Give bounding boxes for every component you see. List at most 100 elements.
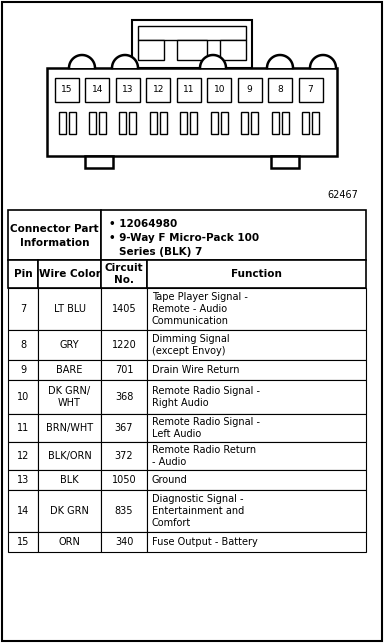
Bar — [38, 360, 101, 380]
Bar — [47, 68, 337, 156]
Text: • 12064980: • 12064980 — [109, 219, 177, 229]
Text: Remote Radio Signal -
Left Audio: Remote Radio Signal - Left Audio — [152, 417, 260, 439]
Polygon shape — [112, 55, 138, 68]
Bar — [8, 532, 38, 552]
Text: • 9-Way F Micro-Pack 100: • 9-Way F Micro-Pack 100 — [109, 233, 259, 243]
Bar — [101, 532, 147, 552]
Bar — [147, 490, 366, 532]
Text: GRY: GRY — [60, 340, 79, 350]
Text: Connector Part: Connector Part — [10, 224, 99, 234]
Text: 340: 340 — [115, 537, 133, 547]
Bar — [221, 112, 228, 134]
Bar — [238, 78, 262, 102]
Bar — [302, 112, 309, 134]
Text: Wire Color: Wire Color — [38, 269, 101, 279]
Text: 14: 14 — [92, 86, 103, 95]
Text: 372: 372 — [115, 451, 133, 461]
Text: 11: 11 — [17, 423, 29, 433]
Text: ORN: ORN — [59, 537, 80, 547]
Bar — [211, 112, 218, 134]
Bar — [8, 210, 101, 260]
Text: Drain Wire Return: Drain Wire Return — [152, 365, 240, 375]
Bar — [147, 330, 366, 360]
Text: 12: 12 — [153, 86, 164, 95]
Bar — [147, 532, 366, 552]
Bar — [268, 78, 292, 102]
Bar — [101, 360, 147, 380]
Bar — [86, 78, 109, 102]
Text: Series (BLK) 7: Series (BLK) 7 — [119, 247, 202, 257]
Text: 10: 10 — [17, 392, 29, 402]
Text: Function: Function — [231, 269, 282, 279]
Bar — [207, 78, 231, 102]
Text: 835: 835 — [115, 506, 133, 516]
Bar — [271, 112, 279, 134]
Bar — [8, 490, 38, 532]
Polygon shape — [69, 55, 95, 68]
Bar — [147, 260, 366, 288]
Bar — [101, 210, 366, 260]
Bar — [298, 78, 323, 102]
Bar — [55, 78, 79, 102]
Bar — [38, 532, 101, 552]
Text: 367: 367 — [115, 423, 133, 433]
Polygon shape — [200, 55, 226, 68]
Text: 7: 7 — [308, 86, 313, 95]
Bar — [251, 112, 258, 134]
Bar — [58, 112, 66, 134]
Text: 14: 14 — [17, 506, 29, 516]
Bar — [101, 470, 147, 490]
Text: 9: 9 — [20, 365, 26, 375]
Bar — [101, 288, 147, 330]
Bar — [101, 380, 147, 414]
Bar — [38, 414, 101, 442]
Text: Circuit
No.: Circuit No. — [105, 263, 143, 285]
Bar — [8, 442, 38, 470]
Bar — [8, 360, 38, 380]
Bar — [8, 288, 38, 330]
Bar — [101, 490, 147, 532]
Bar — [8, 414, 38, 442]
Text: 7: 7 — [20, 304, 26, 314]
Text: Ground: Ground — [152, 475, 188, 485]
Text: Remote Radio Signal -
Right Audio: Remote Radio Signal - Right Audio — [152, 386, 260, 408]
Bar — [150, 112, 157, 134]
Bar — [177, 40, 207, 60]
Text: DK GRN/
WHT: DK GRN/ WHT — [48, 386, 91, 408]
Text: 12: 12 — [17, 451, 29, 461]
Bar — [271, 156, 299, 168]
Text: Diagnostic Signal -
Entertainment and
Comfort: Diagnostic Signal - Entertainment and Co… — [152, 494, 244, 529]
Bar — [38, 330, 101, 360]
Text: 701: 701 — [115, 365, 133, 375]
Bar — [38, 288, 101, 330]
Text: 368: 368 — [115, 392, 133, 402]
Text: Fuse Output - Battery: Fuse Output - Battery — [152, 537, 258, 547]
Bar — [8, 470, 38, 490]
Bar — [241, 112, 248, 134]
Bar — [147, 288, 366, 330]
Bar — [68, 112, 76, 134]
Bar — [8, 260, 38, 288]
Bar — [101, 260, 147, 288]
Bar — [147, 442, 366, 470]
Bar — [116, 78, 140, 102]
Text: 1050: 1050 — [112, 475, 136, 485]
Text: BLK: BLK — [60, 475, 79, 485]
Text: 1220: 1220 — [112, 340, 136, 350]
Bar — [138, 26, 246, 40]
Text: 9: 9 — [247, 86, 253, 95]
Bar — [85, 156, 113, 168]
Text: LT BLU: LT BLU — [53, 304, 86, 314]
Bar — [147, 360, 366, 380]
Bar — [281, 112, 289, 134]
Bar — [138, 40, 164, 60]
Bar — [129, 112, 136, 134]
Text: 13: 13 — [122, 86, 134, 95]
Bar — [132, 20, 252, 68]
Text: BRN/WHT: BRN/WHT — [46, 423, 93, 433]
Text: 13: 13 — [17, 475, 29, 485]
Text: 8: 8 — [20, 340, 26, 350]
Bar — [8, 330, 38, 360]
Bar — [147, 414, 366, 442]
Bar — [147, 470, 366, 490]
